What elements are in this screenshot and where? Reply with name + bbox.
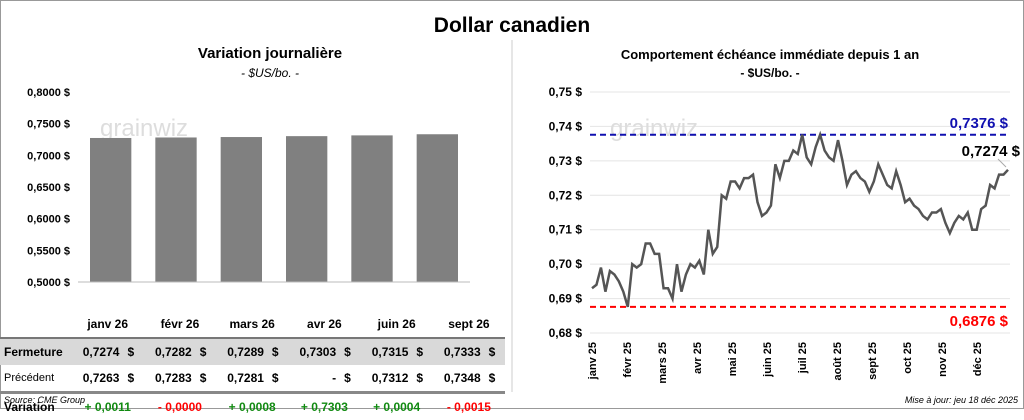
row-label: Précédent — [0, 365, 72, 393]
bar-y-tick: 0,8000 $ — [27, 87, 70, 99]
line-x-tick: nov 25 — [937, 342, 949, 377]
updated-note: Mise à jour: jeu 18 déc 2025 — [905, 395, 1018, 405]
line-x-tick: juin 25 — [762, 342, 774, 378]
currency-cell: $ — [485, 338, 505, 365]
bar-y-tick: 0,6500 $ — [27, 182, 70, 194]
bar — [90, 138, 131, 282]
bar-y-tick: 0,5000 $ — [27, 277, 70, 289]
source-note: Source: CME Group — [4, 395, 85, 405]
currency-cell: $ — [485, 365, 505, 393]
line-y-tick: 0,74 $ — [549, 119, 583, 133]
bar — [351, 135, 392, 282]
line-x-tick: juil 25 — [797, 342, 809, 374]
currency-cell: $ — [268, 365, 288, 393]
line-x-tick: sept 25 — [867, 342, 879, 380]
currency-cell: $ — [196, 365, 216, 393]
value-cell: 0,7348 — [433, 365, 485, 393]
bar-y-tick: 0,5500 $ — [27, 245, 70, 257]
value-cell: 0,7282 — [144, 338, 196, 365]
variation-cell: + 0,0004 — [361, 393, 433, 420]
line-y-tick: 0,73 $ — [549, 154, 583, 168]
line-x-tick: févr 25 — [622, 342, 634, 377]
currency-cell: $ — [123, 338, 143, 365]
bar-y-tick: 0,7500 $ — [27, 119, 70, 131]
line-y-tick: 0,71 $ — [549, 223, 583, 237]
value-cell: - — [288, 365, 340, 393]
line-y-tick: 0,72 $ — [549, 188, 583, 202]
column-header: juin 26 — [361, 311, 433, 338]
line-x-tick: avr 25 — [692, 342, 704, 374]
value-cell: 0,7315 — [361, 338, 413, 365]
line-y-tick: 0,68 $ — [549, 326, 583, 340]
value-cell: 0,7289 — [216, 338, 268, 365]
currency-cell: $ — [123, 365, 143, 393]
line-x-tick: août 25 — [832, 342, 844, 381]
line-y-tick: 0,70 $ — [549, 257, 583, 271]
last-label-leader — [998, 159, 1006, 167]
bar — [221, 137, 262, 282]
bar — [417, 134, 458, 282]
value-cell: 0,7274 — [72, 338, 124, 365]
bar — [286, 136, 327, 282]
currency-cell: $ — [340, 338, 360, 365]
value-cell: 0,7281 — [216, 365, 268, 393]
currency-cell: $ — [340, 365, 360, 393]
line-x-tick: déc 25 — [972, 342, 984, 376]
variation-cell: - 0,0015 — [433, 393, 505, 420]
currency-cell: $ — [268, 338, 288, 365]
currency-cell: $ — [412, 338, 432, 365]
max-label: 0,7376 $ — [950, 115, 1009, 132]
line-y-tick: 0,75 $ — [549, 85, 583, 99]
min-label: 0,6876 $ — [950, 313, 1009, 330]
variation-cell: + 0,7303 — [288, 393, 360, 420]
watermark-logo: grainwiz — [610, 115, 698, 142]
bar-y-tick: 0,7000 $ — [27, 150, 70, 162]
value-cell: 0,7312 — [361, 365, 413, 393]
currency-cell: $ — [196, 338, 216, 365]
row-label: Fermeture — [0, 338, 72, 365]
value-cell: 0,7303 — [288, 338, 340, 365]
column-header: févr 26 — [144, 311, 216, 338]
value-cell: 0,7333 — [433, 338, 485, 365]
column-header: avr 26 — [288, 311, 360, 338]
line-x-tick: oct 25 — [902, 342, 914, 374]
column-header: janv 26 — [72, 311, 144, 338]
column-header: sept 26 — [433, 311, 505, 338]
bar — [155, 137, 196, 282]
value-cell: 0,7283 — [144, 365, 196, 393]
variation-cell: - 0,0000 — [144, 393, 216, 420]
line-x-tick: janv 25 — [587, 342, 599, 380]
last-label: 0,7274 $ — [962, 143, 1021, 160]
value-cell: 0,7263 — [72, 365, 124, 393]
bar-y-tick: 0,6000 $ — [27, 214, 70, 226]
currency-cell: $ — [412, 365, 432, 393]
line-y-tick: 0,69 $ — [549, 292, 583, 306]
column-header: mars 26 — [216, 311, 288, 338]
line-x-tick: mars 25 — [657, 342, 669, 384]
variation-cell: + 0,0008 — [216, 393, 288, 420]
line-x-tick: mai 25 — [727, 342, 739, 376]
